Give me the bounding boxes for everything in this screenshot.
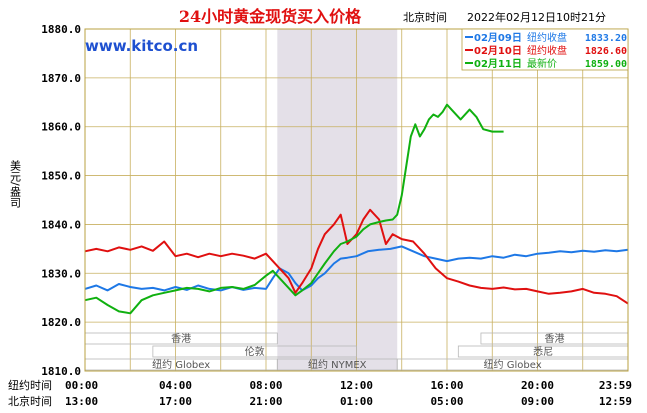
legend-value: 1833.20: [585, 33, 627, 44]
website-label[interactable]: www.kitco.cn: [85, 37, 198, 55]
x-tick-labels: 00:00 13:00 04:00 17:00 08:00 21:00 12:00 01:00…: [65, 379, 632, 408]
series-line-3: [84, 103, 504, 315]
legend-label: 纽约收盘: [527, 44, 567, 57]
legend-label: 纽约收盘: [527, 31, 567, 44]
market-label: 伦敦: [245, 345, 265, 358]
y-tick-label: 1810.0: [41, 365, 81, 378]
market-label: 香港: [171, 333, 191, 345]
legend-date: 02月10日: [474, 45, 522, 57]
legend-box: [461, 28, 629, 71]
chart-title: 24小时黄金现货买入价格: [179, 7, 362, 26]
y-tick-label: 1820.0: [41, 316, 81, 329]
legend-label: 最新价: [527, 57, 557, 70]
x-tick-label-bj: 21:00: [249, 395, 282, 408]
market-label: 纽约 Globex: [484, 358, 542, 371]
market-label: 纽约 Globex: [152, 358, 210, 371]
x-tick-label-ny: 08:00: [249, 379, 282, 392]
legend-value: 1826.60: [585, 46, 627, 57]
y-tick-label: 1830.0: [41, 267, 81, 280]
y-axis-label-text: 美元/盎司: [9, 160, 22, 208]
y-tick-labels: 1810.0 1820.0 1830.0 1840.0 1850.0 1860.0 1870…: [41, 23, 81, 378]
legend: 02月09日 纽约收盘 1833.20 02月10日 纽约收盘 1826.60 02月11日…: [461, 28, 629, 71]
y-axis-label: 美元/盎司: [9, 160, 22, 208]
market-label: 纽约 NYMEX: [308, 358, 367, 371]
market-label: 香港: [544, 333, 564, 345]
legend-date: 02月09日: [474, 32, 522, 44]
grid-lines: [85, 29, 628, 371]
location-label: 北京时间: [403, 10, 447, 24]
series-line-2: [84, 208, 629, 305]
x-tick-label-bj: 05:00: [430, 395, 463, 408]
x-row2-label: 北京时间: [8, 394, 52, 408]
x-tick-label-ny: 04:00: [159, 379, 192, 392]
x-tick-label-ny: 20:00: [521, 379, 554, 392]
price-series: [84, 103, 629, 315]
y-tick-label: 1850.0: [41, 170, 81, 183]
x-tick-label-bj: 13:00: [65, 395, 98, 408]
nymex-session-shading: [277, 29, 398, 371]
legend-value: 1859.00: [585, 59, 627, 70]
y-tick-label: 1870.0: [41, 72, 81, 85]
y-tick-label: 1860.0: [41, 121, 81, 134]
x-row1-label: 纽约时间: [8, 378, 52, 392]
x-tick-label-bj: 12:59: [599, 395, 632, 408]
market-bar: [152, 345, 357, 358]
x-tick-label-bj: 09:00: [521, 395, 554, 408]
y-tick-label: 1880.0: [41, 23, 81, 36]
x-tick-label-bj: 01:00: [340, 395, 373, 408]
legend-date: 02月11日: [474, 58, 522, 70]
x-tick-label-ny: 00:00: [65, 379, 98, 392]
market-label: 悉尼: [533, 346, 553, 358]
x-tick-label-ny: 16:00: [430, 379, 463, 392]
x-tick-label-ny: 12:00: [340, 379, 373, 392]
y-tick-label: 1840.0: [41, 218, 81, 231]
x-tick-label-bj: 17:00: [159, 395, 192, 408]
x-tick-label-ny: 23:59: [599, 379, 632, 392]
timestamp: 2022年02月12日10时21分: [467, 10, 606, 24]
plot-border: [84, 28, 629, 372]
